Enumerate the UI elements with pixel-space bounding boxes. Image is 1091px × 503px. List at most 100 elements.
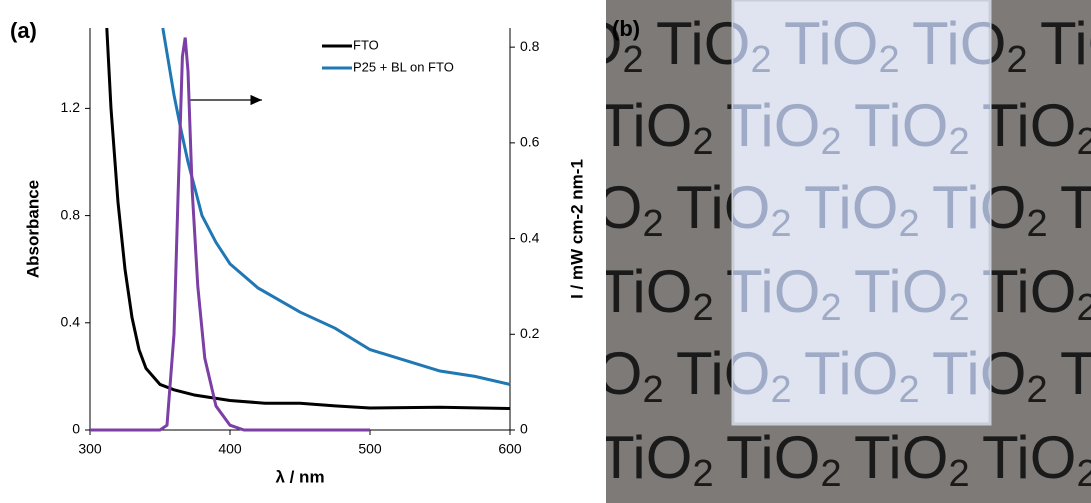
y2-tick-label: 0.2 [520,325,540,341]
y2-tick-label: 0.6 [520,134,540,150]
y-tick-label: 0.4 [61,314,81,330]
pattern-word-text: TiO [1060,174,1091,241]
pattern-word-text: TiO [528,10,622,77]
pattern-subscript: 2 [642,203,663,245]
legend-label: FTO [353,37,379,52]
pattern-word: TiO2 [548,340,664,411]
x-tick-label: 400 [218,441,242,457]
pattern-word: TiO2 [982,92,1091,163]
pattern-word: TiO2 [932,340,1048,411]
pattern-word: TiO2 [854,424,970,495]
pattern-word-text: TiO [804,340,898,407]
pattern-subscript: 2 [898,369,919,411]
pattern-subscript: 2 [878,39,899,81]
pattern-word-text: TiO [676,340,770,407]
y-tick-label: 0 [72,421,80,437]
pattern-word-text: TiO [598,258,692,325]
pattern-word-text: TiO [854,92,948,159]
pattern-subscript: 2 [642,369,663,411]
pattern-subscript: 2 [948,453,969,495]
pattern-subscript: 2 [1076,287,1091,329]
pattern-subscript: 2 [622,39,643,81]
pattern-word-text: TiO [804,174,898,241]
pattern-word: TiO2 [982,424,1091,495]
pattern-word-text: TiO [548,340,642,407]
x-tick-label: 300 [78,441,102,457]
x-tick-label: 600 [498,441,522,457]
pattern-word-text: TiO [982,92,1076,159]
pattern-word: TiO2 [726,92,842,163]
pattern-word: TiO2 [854,258,970,329]
pattern-word: TiO2 [726,424,842,495]
legend-label: P25 + BL on FTO [353,59,454,74]
chart: 300 400 500 600 0 0.4 0.8 1.2 0 0.2 0.4 0.6 0.8 λ / n… [23,27,586,486]
pattern-word-text: TiO [854,424,948,491]
y-tick-label: 0.8 [61,206,81,222]
pattern-subscript: 2 [948,287,969,329]
y2-tick-label: 0.4 [520,229,540,245]
pattern-word-text: TiO [598,92,692,159]
pattern-subscript: 2 [692,287,713,329]
pattern-subscript: 2 [770,369,791,411]
pattern-word: TiO2 [598,258,714,329]
pattern-word: TiO2 [676,340,792,411]
pattern-word: TiO2 [598,92,714,163]
x-axis-label: λ / nm [275,467,324,486]
pattern-word-text: TiO [982,92,1076,159]
pattern-word: TiO2 [982,92,1091,163]
pattern-subscript: 2 [1026,203,1047,245]
pattern-word-text: TiO [784,10,878,77]
pattern-word: TiO2 [912,10,1028,81]
pattern-word: TiO2 [982,424,1091,495]
pattern-subscript: 2 [1006,39,1027,81]
y-axis-label: Absorbance [23,180,42,278]
pattern-word-text: TiO [548,174,642,241]
pattern-word-text: TiO [932,174,1026,241]
pattern-word: TiO2 [784,10,900,81]
pattern-word-text: TiO [932,340,1026,407]
photo: TiO2TiO2TiO2TiO2TiO2TiO2TiO2TiO2TiO2TiO2… [528,0,1091,503]
pattern-word-text: TiO [676,174,770,241]
pattern-word-text: TiO [1060,340,1091,407]
pattern-word: TiO2 [932,174,1048,245]
pattern-word: TiO2 [982,258,1091,329]
series-line [161,27,511,386]
panel-label: (a) [10,18,37,43]
y2-tick-label: 0.8 [520,38,540,54]
pattern-subscript: 2 [692,453,713,495]
y2-tick-label: 0 [520,421,528,437]
series-line [105,27,511,411]
pattern-subscript: 2 [948,121,969,163]
pattern-word: TiO2 [804,340,920,411]
pattern-word-text: TiO [656,10,750,77]
pattern-word: TiO2 [982,258,1091,329]
y-tick-label: 1.2 [61,99,81,115]
pattern-subscript: 2 [1026,369,1047,411]
pattern-word: TiO2 [528,10,644,81]
pattern-subscript: 2 [750,39,771,81]
pattern-word: TiO2 [656,10,772,81]
pattern-word-text: TiO [854,258,948,325]
y2-axis-label: I / mW cm-2 nm-1 [567,159,586,299]
pattern-subscript: 2 [820,453,841,495]
pattern-subscript: 2 [898,203,919,245]
pattern-word: TiO2 [1040,10,1091,81]
glass-slide [731,0,992,426]
pattern-word-text: TiO [854,424,948,491]
pattern-subscript: 2 [1076,121,1091,163]
pattern-subscript: 2 [1076,453,1091,495]
series-line [90,37,370,432]
pattern-word-text: TiO [1040,10,1091,77]
pattern-word-text: TiO [982,258,1076,325]
pattern-word: TiO2 [1060,340,1091,411]
pattern-word-text: TiO [982,424,1076,491]
pattern-word: TiO2 [1060,174,1091,245]
pattern-word: TiO2 [854,424,970,495]
pattern-word: TiO2 [804,174,920,245]
pattern-word: TiO2 [598,424,714,495]
pattern-subscript: 2 [692,121,713,163]
pattern-subscript: 2 [770,203,791,245]
x-tick-label: 500 [358,441,382,457]
